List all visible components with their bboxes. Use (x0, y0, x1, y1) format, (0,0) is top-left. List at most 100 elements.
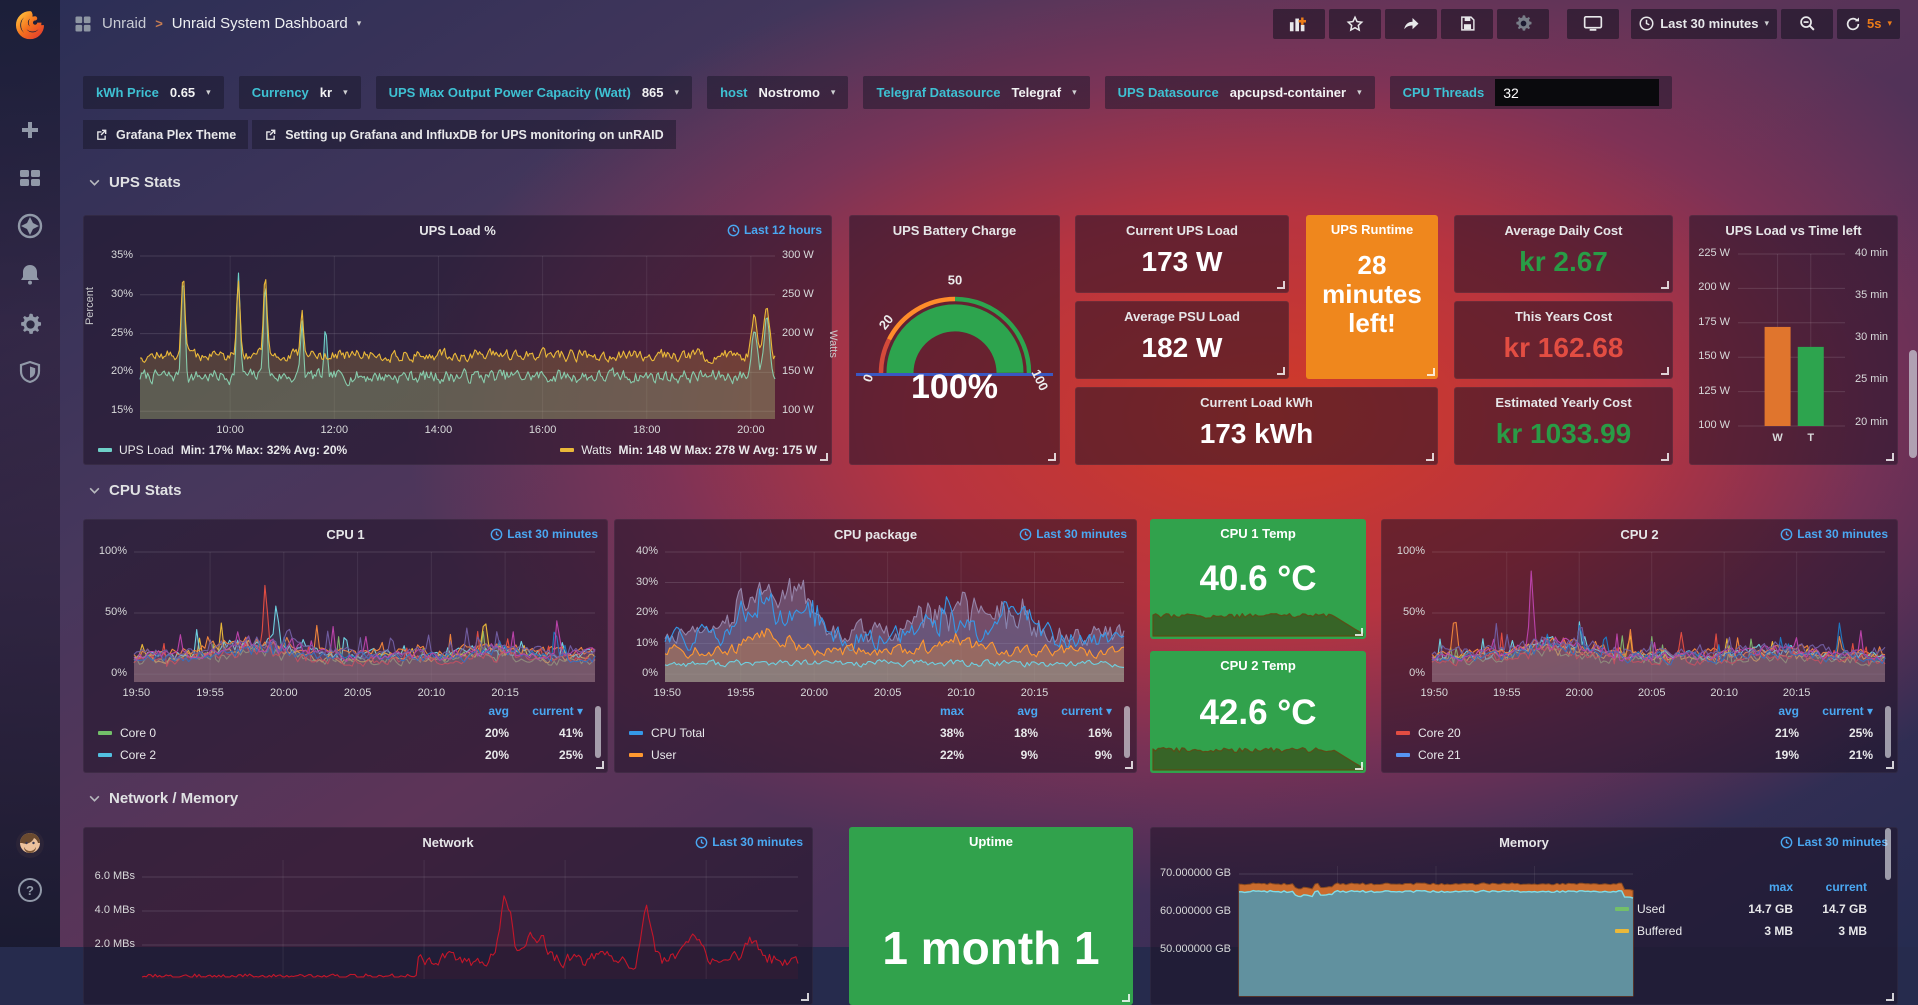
panel-title[interactable]: Current UPS Load (1126, 223, 1238, 238)
cpu1-chart[interactable]: 100% 50% 0% 19:50 19:55 20:00 20:05 20:10 20:15 (99, 545, 596, 699)
panel-title[interactable]: CPU package (833, 527, 918, 542)
panel-title[interactable]: CPU 2 (1620, 527, 1659, 542)
panel-ups-load-vs-time-left[interactable]: UPS Load vs Time left 225 W 200 W 175 W 150… (1689, 215, 1898, 465)
panel-title[interactable]: Memory (1499, 835, 1549, 850)
panel-cpu-package-chart[interactable]: CPU package Last 30 minutes 40% 30% 20% 10%… (614, 519, 1137, 773)
variable-currency[interactable]: Currency kr ▾ (238, 76, 361, 109)
explore-compass-icon[interactable] (0, 208, 60, 244)
panel-average-psu-load[interactable]: Average PSU Load 182 W (1075, 301, 1289, 379)
cpu2-chart[interactable]: 100% 50% 0% 19:50 19:55 20:00 20:05 20:10 20:15 (1397, 545, 1886, 699)
panel-title[interactable]: UPS Load % (419, 223, 496, 238)
legend-scrollbar[interactable] (1885, 828, 1891, 880)
legend-scrollbar[interactable] (1885, 706, 1891, 758)
variable-telegraf-datasource[interactable]: Telegraf Datasource Telegraf ▾ (863, 76, 1090, 109)
legend-sort-avg[interactable]: avg (1017, 704, 1038, 718)
row-header-network-memory[interactable]: Network / Memory (88, 790, 238, 807)
dashboards-icon[interactable] (0, 160, 60, 196)
panel-current-ups-load[interactable]: Current UPS Load 173 W (1075, 215, 1289, 293)
dashboard-grid-icon[interactable] (73, 14, 93, 34)
cpu-threads-input[interactable] (1495, 79, 1660, 106)
panel-title[interactable]: CPU 2 Temp (1220, 658, 1296, 673)
configuration-gear-icon[interactable] (0, 306, 60, 342)
legend-scrollbar[interactable] (595, 706, 601, 758)
panel-time-override[interactable]: Last 30 minutes (1780, 835, 1888, 849)
legend-sort-current[interactable]: current ▾ (1061, 704, 1112, 718)
panel-time-override[interactable]: Last 30 minutes (1019, 527, 1127, 541)
panel-title[interactable]: UPS Load vs Time left (1725, 223, 1862, 238)
panel-time-override[interactable]: Last 30 minutes (1780, 527, 1888, 541)
link-ups-monitoring-guide[interactable]: Setting up Grafana and InfluxDB for UPS … (252, 120, 676, 149)
legend-sort-current[interactable]: current ▾ (1822, 704, 1873, 718)
series-name[interactable]: Core 2 (120, 748, 157, 762)
panel-memory-chart[interactable]: Memory Last 30 minutes 70.000000 GB 60.00… (1150, 827, 1898, 1005)
panel-average-daily-cost[interactable]: Average Daily Cost kr 2.67 (1454, 215, 1673, 293)
panel-estimated-yearly-cost[interactable]: Estimated Yearly Cost kr 1033.99 (1454, 387, 1673, 465)
variable-kwh-price[interactable]: kWh Price 0.65 ▾ (83, 76, 224, 109)
panel-cpu1-temp[interactable]: CPU 1 Temp 40.6 °C (1150, 519, 1366, 639)
series-name[interactable]: Core 21 (1418, 748, 1461, 762)
series-name[interactable]: UPS Load (119, 443, 174, 457)
memory-chart[interactable]: 70.000000 GB 60.000000 GB 50.000000 GB (1160, 866, 1634, 997)
link-grafana-plex-theme[interactable]: Grafana Plex Theme (83, 120, 249, 149)
share-dashboard-button[interactable] (1385, 8, 1438, 39)
panel-title[interactable]: Average Daily Cost (1504, 223, 1623, 238)
panel-ups-battery-gauge[interactable]: UPS Battery Charge 50 20 0 100 100% (849, 215, 1060, 465)
legend-sort-max[interactable]: max (939, 704, 964, 718)
cycle-view-mode-button[interactable] (1567, 8, 1620, 39)
grafana-logo[interactable] (0, 8, 60, 44)
panel-title[interactable]: This Years Cost (1514, 309, 1613, 324)
row-header-ups-stats[interactable]: UPS Stats (88, 174, 181, 191)
dashboard-title[interactable]: Unraid System Dashboard (171, 15, 348, 32)
panel-title[interactable]: Uptime (968, 834, 1014, 849)
panel-cpu2-temp[interactable]: CPU 2 Temp 42.6 °C (1150, 651, 1366, 773)
series-name[interactable]: Used (1637, 902, 1666, 916)
dashboard-title-caret-icon[interactable]: ▾ (356, 18, 362, 28)
series-name[interactable]: Watts (581, 443, 612, 457)
network-chart[interactable]: 6.0 MBs 4.0 MBs 2.0 MBs (95, 860, 799, 979)
alerting-bell-icon[interactable] (0, 256, 60, 292)
ups_load-chart[interactable]: 35% 300 W 30% 250 W 25% 200 W 20% 150 W 15% 100 W… (84, 249, 839, 436)
page-scrollbar[interactable] (1909, 350, 1917, 458)
row-header-cpu-stats[interactable]: CPU Stats (88, 482, 182, 499)
legend-sort-max[interactable]: max (1768, 880, 1793, 894)
server-admin-shield-icon[interactable] (0, 354, 60, 390)
variable-ups-datasource[interactable]: UPS Datasource apcupsd-container ▾ (1104, 76, 1375, 109)
breadcrumb-folder[interactable]: Unraid (102, 15, 147, 32)
legend-sort-avg[interactable]: avg (1778, 704, 1799, 718)
panel-current-load-kwh[interactable]: Current Load kWh 173 kWh (1075, 387, 1438, 465)
panel-uptime[interactable]: Uptime 1 month 1 (849, 827, 1133, 1005)
panel-cpu2-chart[interactable]: CPU 2 Last 30 minutes 100% 50% 0% 19:50 19:5… (1381, 519, 1898, 773)
user-avatar[interactable] (0, 826, 60, 862)
help-icon[interactable]: ? (0, 872, 60, 908)
panel-title[interactable]: UPS Battery Charge (892, 223, 1017, 238)
legend-scrollbar[interactable] (1124, 706, 1130, 758)
series-name[interactable]: Buffered (1637, 924, 1683, 938)
panel-title[interactable]: Estimated Yearly Cost (1495, 395, 1632, 410)
series-name[interactable]: User (651, 748, 677, 762)
series-name[interactable]: CPU Total (651, 726, 705, 740)
series-name[interactable]: Core 0 (120, 726, 157, 740)
variable-host[interactable]: host Nostromo ▾ (707, 76, 849, 109)
zoom-out-button[interactable] (1781, 8, 1833, 39)
panel-title[interactable]: Current Load kWh (1200, 395, 1313, 410)
time-range-picker[interactable]: Last 30 minutes ▾ (1631, 8, 1777, 39)
panel-title[interactable]: Network (422, 835, 474, 850)
legend-sort-current[interactable]: current (1825, 880, 1867, 894)
panel-cpu1-chart[interactable]: CPU 1 Last 30 minutes 100% 50% 0% 19:50 19:5… (83, 519, 608, 773)
panel-this-years-cost[interactable]: This Years Cost kr 162.68 (1454, 301, 1673, 379)
cpu_pkg-chart[interactable]: 40% 30% 20% 10% 0% 19:50 19:55 20:00 20:05 20:10 2… (636, 545, 1125, 699)
save-dashboard-button[interactable] (1441, 8, 1494, 39)
panel-time-override[interactable]: Last 30 minutes (490, 527, 598, 541)
panel-time-override[interactable]: Last 12 hours (727, 223, 822, 237)
star-dashboard-button[interactable] (1329, 8, 1382, 39)
legend-sort-current[interactable]: current ▾ (532, 704, 583, 718)
panel-time-override[interactable]: Last 30 minutes (695, 835, 803, 849)
dashboard-settings-button[interactable] (1497, 8, 1550, 39)
add-panel-button[interactable] (1273, 8, 1326, 39)
panel-network-chart[interactable]: Network Last 30 minutes 6.0 MBs 4.0 MBs 2.… (83, 827, 813, 1005)
variable-ups-max-output[interactable]: UPS Max Output Power Capacity (Watt) 865… (375, 76, 693, 109)
panel-title[interactable]: Average PSU Load (1124, 309, 1240, 324)
legend-sort-avg[interactable]: avg (488, 704, 509, 718)
panel-title[interactable]: CPU 1 Temp (1220, 526, 1296, 541)
ups-bar-chart[interactable]: 225 W 200 W 175 W 150 W 125 W 100 W 40 min 35 m… (1698, 247, 1888, 444)
